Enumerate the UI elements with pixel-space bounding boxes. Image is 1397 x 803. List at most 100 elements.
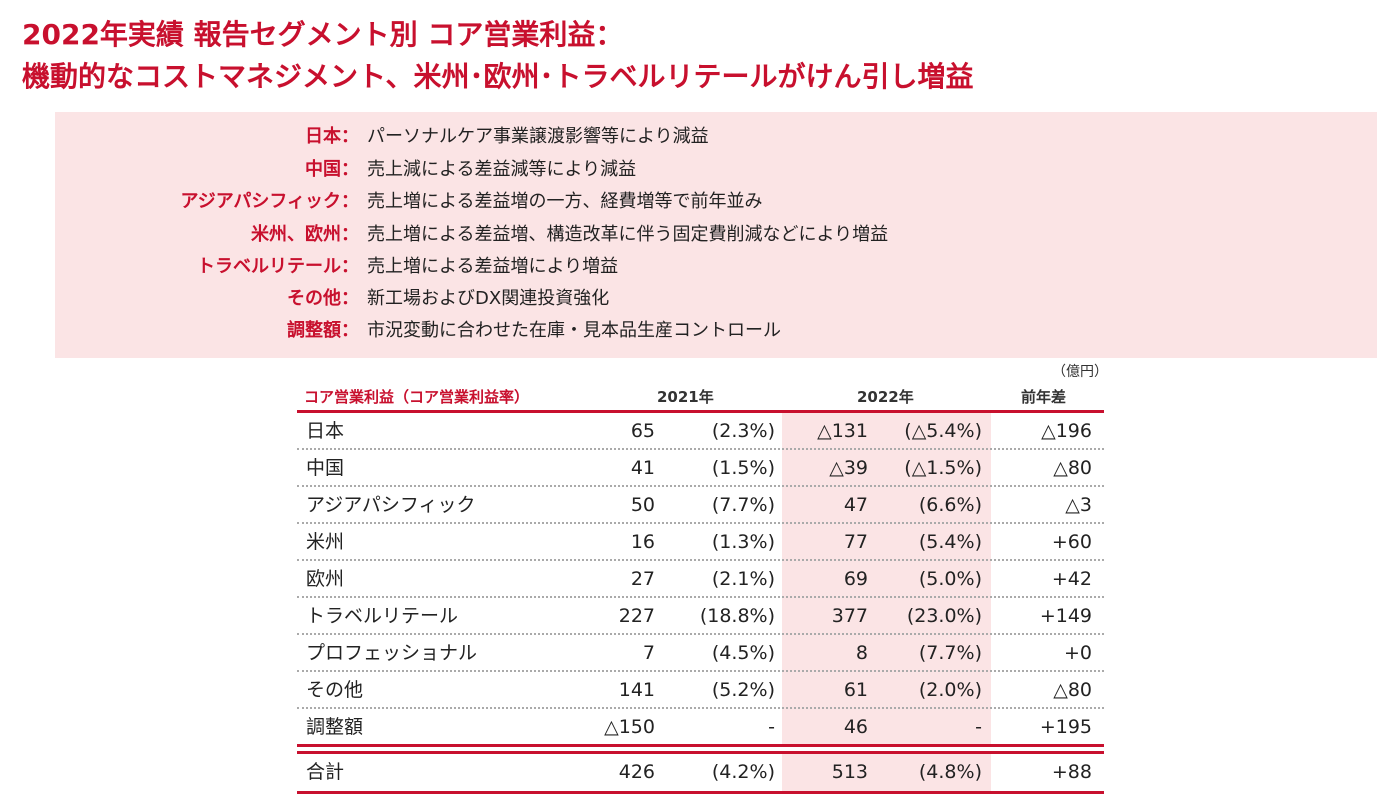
summary-label: 調整額: [287, 320, 341, 341]
year-2022-highlight: [782, 413, 991, 744]
row-name: 調整額: [306, 716, 364, 738]
value-2021: 41: [630, 457, 655, 479]
margin-2021: (7.7%): [711, 494, 775, 516]
margin-2021: (18.8%): [699, 605, 775, 627]
row-name: その他: [306, 679, 364, 701]
margin-2022: (△5.4%): [904, 420, 982, 442]
margin-2022: (23.0%): [906, 605, 982, 627]
year-diff: +0: [1063, 642, 1092, 664]
margin-2022: (5.4%): [918, 531, 982, 553]
value-2022: 69: [843, 568, 868, 590]
margin-2021: (1.5%): [711, 457, 775, 479]
summary-row: アジアパシフィック： 売上増による差益増の一方、経費増等で前年並み: [55, 184, 762, 216]
year-diff: +149: [1039, 605, 1092, 627]
summary-colon: ：: [341, 256, 359, 277]
margin-2021: (5.2%): [711, 679, 775, 701]
value-2021: 7: [642, 642, 655, 664]
value-2021: 141: [618, 679, 655, 701]
row-name: 米州: [306, 531, 345, 553]
row-divider: [297, 633, 1104, 635]
column-header-diff: 前年差: [1021, 387, 1067, 406]
margin-2022: (6.6%): [918, 494, 982, 516]
summary-row: トラベルリテール： 売上増による差益増により増益: [55, 249, 618, 281]
margin-2022: (7.7%): [918, 642, 982, 664]
total-value-2022: 513: [831, 761, 868, 783]
value-2022: 47: [843, 494, 868, 516]
summary-text: 売上増による差益増の一方、経費増等で前年並み: [367, 191, 763, 212]
summary-colon: ：: [341, 224, 359, 245]
year-diff: △196: [1041, 420, 1092, 442]
margin-2022: (2.0%): [918, 679, 982, 701]
row-divider: [297, 670, 1104, 672]
row-name: 中国: [306, 457, 345, 479]
title-line-2: 機動的なコストマネジメント、米州･欧州･トラベルリテールがけん引し増益: [22, 60, 974, 93]
year-diff: +42: [1051, 568, 1092, 590]
margin-2022: (5.0%): [918, 568, 982, 590]
row-divider: [297, 448, 1104, 450]
summary-text: 売上増による差益増により増益: [367, 256, 619, 277]
table-row: 米州 16 (1.3%) 77 (5.4%) +60: [297, 524, 1104, 561]
year-diff: △3: [1065, 494, 1092, 516]
value-2022: 77: [843, 531, 868, 553]
row-divider: [297, 707, 1104, 709]
page-title: 2022年実績 報告セグメント別 コア営業利益： 機動的なコストマネジメント、米…: [22, 14, 973, 98]
column-header-2021: 2021年: [657, 387, 714, 406]
margin-2021: (4.5%): [711, 642, 775, 664]
summary-colon: ：: [341, 191, 359, 212]
summary-row: 日本： パーソナルケア事業譲渡影響等により減益: [55, 119, 709, 151]
summary-text: 売上減による差益減等により減益: [367, 159, 637, 180]
summary-text: 市況変動に合わせた在庫・見本品生産コントロール: [367, 320, 781, 341]
summary-row: 米州、欧州： 売上増による差益増、構造改革に伴う固定費削減などにより増益: [55, 217, 888, 249]
row-name: 日本: [306, 420, 345, 442]
total-row: 合計 426 (4.2%) 513 (4.8%) +88: [297, 754, 1104, 791]
margin-2021: (2.1%): [711, 568, 775, 590]
row-divider: [297, 559, 1104, 561]
summary-label: アジアパシフィック: [180, 191, 341, 212]
row-divider: [297, 596, 1104, 598]
table-row: 欧州 27 (2.1%) 69 (5.0%) +42: [297, 561, 1104, 598]
summary-label: その他: [287, 288, 341, 309]
summary-text: 新工場およびDX関連投資強化: [367, 288, 610, 309]
table-bottom-rule: [297, 791, 1104, 794]
value-2021: △150: [604, 716, 655, 738]
row-divider: [297, 522, 1104, 524]
value-2022: △39: [829, 457, 868, 479]
summary-text: 売上増による差益増、構造改革に伴う固定費削減などにより増益: [367, 224, 889, 245]
total-margin-2022: (4.8%): [918, 761, 982, 783]
summary-label: 日本: [305, 126, 341, 147]
table-row: 日本 65 (2.3%) △131 (△5.4%) △196: [297, 413, 1104, 450]
value-2021: 27: [630, 568, 655, 590]
margin-2022: (△1.5%): [904, 457, 982, 479]
header-rule: [297, 410, 1104, 413]
table-row: 調整額 △150 - 46 - +195: [297, 709, 1104, 746]
margin-2021: (1.3%): [711, 531, 775, 553]
value-2022: 46: [843, 716, 868, 738]
row-name: アジアパシフィック: [306, 494, 476, 516]
summary-label: 米州、欧州: [251, 224, 341, 245]
summary-text: パーソナルケア事業譲渡影響等により減益: [367, 126, 709, 147]
total-value-2021: 426: [618, 761, 655, 783]
year-diff: △80: [1053, 457, 1092, 479]
row-name: トラベルリテール: [306, 605, 459, 627]
total-margin-2021: (4.2%): [711, 761, 775, 783]
value-2021: 16: [630, 531, 655, 553]
total-rule-bottom: [297, 751, 1104, 754]
title-line-1: 2022年実績 報告セグメント別 コア営業利益：: [22, 18, 624, 51]
summary-label: トラベルリテール: [197, 256, 341, 277]
margin-2022: -: [975, 716, 982, 738]
summary-colon: ：: [341, 159, 359, 180]
year-2022-highlight-total: [782, 754, 991, 791]
summary-colon: ：: [341, 126, 359, 147]
value-2021: 227: [618, 605, 655, 627]
summary-row: 調整額： 市況変動に合わせた在庫・見本品生産コントロール: [55, 313, 781, 345]
value-2021: 50: [630, 494, 655, 516]
summary-label: 中国: [305, 159, 341, 180]
value-2021: 65: [630, 420, 655, 442]
year-diff: △80: [1053, 679, 1092, 701]
margin-2021: (2.3%): [711, 420, 775, 442]
year-diff: +195: [1039, 716, 1092, 738]
table-row: アジアパシフィック 50 (7.7%) 47 (6.6%) △3: [297, 487, 1104, 524]
table-row: トラベルリテール 227 (18.8%) 377 (23.0%) +149: [297, 598, 1104, 635]
summary-colon: ：: [341, 288, 359, 309]
total-year-diff: +88: [1051, 761, 1092, 783]
